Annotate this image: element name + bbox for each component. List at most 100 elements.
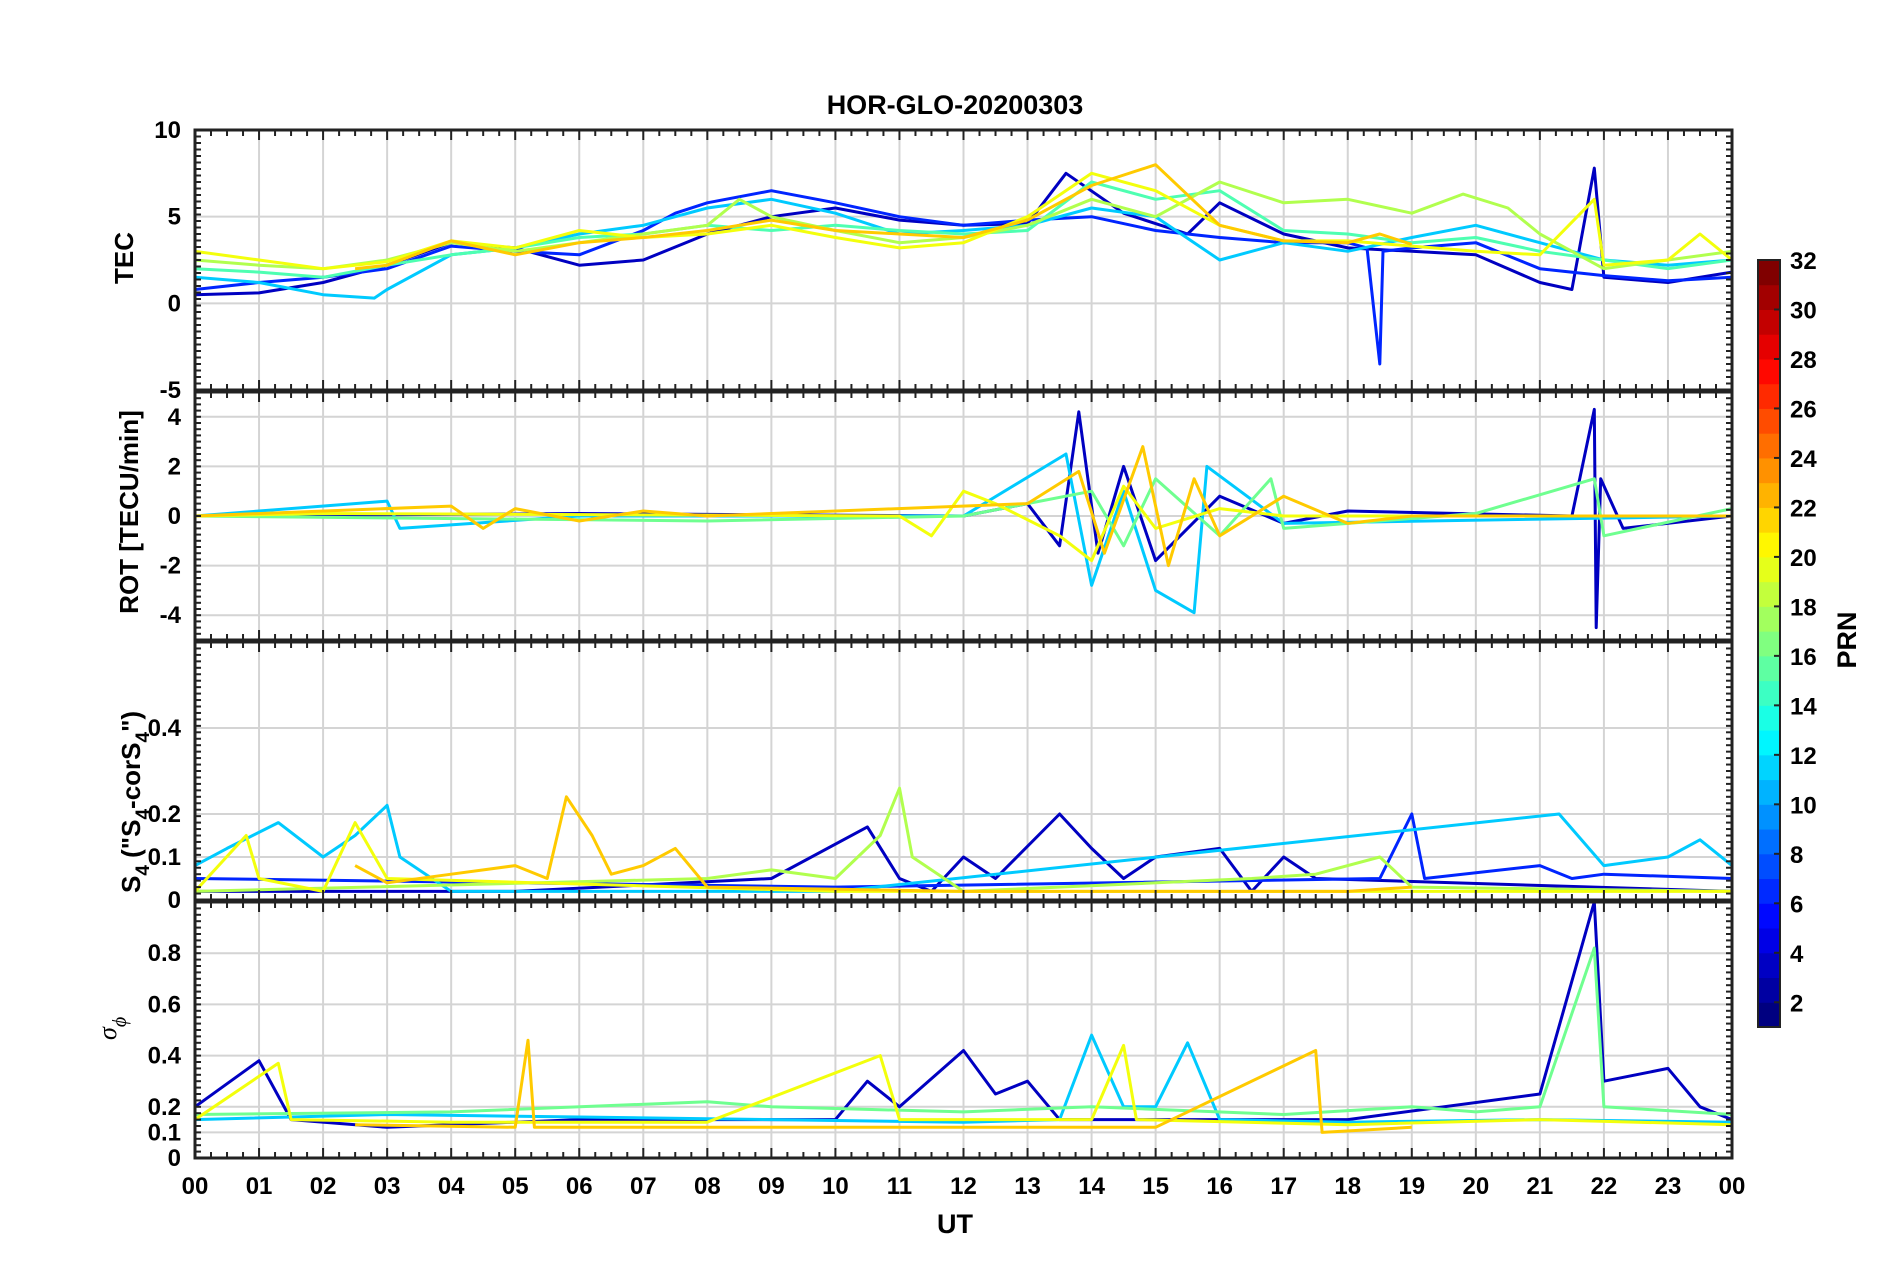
x-tick-label: 18 bbox=[1334, 1173, 1361, 1200]
colorbar-swatch bbox=[1758, 705, 1780, 731]
y-tick-label: 0.4 bbox=[148, 715, 182, 742]
series-tec-prn-20 bbox=[195, 171, 1732, 271]
series-s4-prn-18 bbox=[195, 786, 1732, 893]
x-tick-label: 08 bbox=[694, 1173, 721, 1200]
colorbar-swatch bbox=[1758, 655, 1780, 682]
colorbar-swatch bbox=[1758, 433, 1780, 459]
x-tick-label: 10 bbox=[822, 1173, 849, 1200]
colorbar-swatch bbox=[1758, 408, 1780, 434]
x-tick-label: 04 bbox=[438, 1173, 465, 1200]
y-tick-label: 10 bbox=[154, 117, 181, 144]
colorbar-swatch bbox=[1758, 556, 1780, 583]
colorbar-tick-label: 10 bbox=[1790, 792, 1817, 819]
panel-tec: 10 5 0 -5 bbox=[154, 117, 1734, 404]
chart-title: HOR-GLO-20200303 bbox=[827, 90, 1084, 120]
series-s4-prn-11 bbox=[195, 803, 1732, 893]
y-tick-label: 5 bbox=[168, 204, 181, 231]
colorbar-tick-label: 26 bbox=[1790, 396, 1817, 423]
ylabel-sigma-phi: σϕ bbox=[93, 1017, 131, 1040]
colorbar-swatch bbox=[1758, 631, 1780, 657]
y-tick-label: 0 bbox=[168, 290, 181, 317]
ylabel-rot: ROT [TECU/min] bbox=[114, 410, 144, 614]
y-tick-label: -5 bbox=[160, 377, 181, 404]
y-tick-label: 0 bbox=[168, 503, 181, 530]
x-tick-label: 12 bbox=[950, 1173, 977, 1200]
colorbar-swatch bbox=[1758, 779, 1780, 805]
colorbar-swatch bbox=[1758, 309, 1780, 335]
x-tick-label: 16 bbox=[1206, 1173, 1233, 1200]
colorbar-swatch bbox=[1758, 928, 1780, 954]
colorbar-swatch bbox=[1758, 804, 1780, 830]
x-tick-label: 00 bbox=[1719, 1173, 1746, 1200]
series-tec-prn-15 bbox=[195, 180, 1732, 279]
x-tick-label: 07 bbox=[630, 1173, 657, 1200]
x-tick-label: 06 bbox=[566, 1173, 593, 1200]
series-sigma_phi-prn-11 bbox=[195, 1033, 1732, 1124]
y-tick-label: 0.4 bbox=[148, 1043, 182, 1070]
colorbar-swatch bbox=[1758, 680, 1780, 706]
colorbar-swatch bbox=[1758, 878, 1780, 904]
colorbar-swatch bbox=[1758, 606, 1780, 632]
colorbar-tick-label: 14 bbox=[1790, 693, 1817, 720]
colorbar-swatch bbox=[1758, 482, 1780, 508]
series-sigma_phi-prn-22 bbox=[355, 1038, 1412, 1134]
colorbar-tick-label: 32 bbox=[1790, 248, 1817, 275]
y-tick-label: 0 bbox=[168, 1145, 181, 1172]
ylabel-tec: TEC bbox=[109, 232, 139, 284]
colorbar-swatch bbox=[1758, 581, 1780, 607]
series-s4-prn-22 bbox=[354, 795, 1412, 893]
x-tick-label: 03 bbox=[374, 1173, 401, 1200]
colorbar-tick-label: 20 bbox=[1790, 545, 1817, 572]
x-tick-label: 11 bbox=[887, 1173, 912, 1200]
xlabel: UT bbox=[937, 1209, 973, 1239]
x-tick-label: 02 bbox=[310, 1173, 337, 1200]
series-s4-prn-6 bbox=[195, 812, 1732, 889]
x-tick-label: 09 bbox=[758, 1173, 785, 1200]
y-tick-label: 0.1 bbox=[148, 844, 181, 871]
colorbar-swatch bbox=[1758, 358, 1780, 385]
x-tick-label: 20 bbox=[1462, 1173, 1489, 1200]
colorbar-swatch bbox=[1758, 284, 1780, 310]
colorbar-swatch bbox=[1758, 829, 1780, 855]
colorbar-swatch bbox=[1758, 507, 1780, 533]
x-tick-label: 05 bbox=[502, 1173, 529, 1200]
colorbar-tick-label: 6 bbox=[1790, 891, 1803, 918]
y-tick-label: -2 bbox=[160, 553, 181, 580]
y-tick-label: 2 bbox=[168, 453, 181, 480]
y-tick-label: 0 bbox=[168, 887, 181, 914]
colorbar-tick-label: 2 bbox=[1790, 990, 1803, 1017]
series-rot-prn-22 bbox=[195, 445, 1732, 568]
colorbar-tick-label: 18 bbox=[1790, 594, 1817, 621]
x-tick-label: 22 bbox=[1591, 1173, 1618, 1200]
y-tick-label: -4 bbox=[160, 602, 182, 629]
y-tick-label: 0.2 bbox=[148, 1094, 181, 1121]
series-sigma_phi-prn-20 bbox=[195, 1043, 1732, 1127]
series-rot-prn-20 bbox=[195, 484, 1732, 563]
x-tick-label: 01 bbox=[246, 1173, 273, 1200]
x-tick-label: 21 bbox=[1527, 1173, 1554, 1200]
colorbar-swatch bbox=[1758, 903, 1780, 929]
colorbar-swatch bbox=[1758, 260, 1780, 286]
colorbar-frame bbox=[1757, 259, 1781, 1028]
y-tick-label: 0.6 bbox=[148, 991, 181, 1018]
x-tick-label: 17 bbox=[1270, 1173, 1297, 1200]
panel-s4: 0.4 0.2 0.1 0 bbox=[148, 640, 1734, 914]
y-tick-label: 0.2 bbox=[148, 801, 181, 828]
y-tick-label: 0.8 bbox=[148, 940, 181, 967]
colorbar-swatch bbox=[1758, 952, 1780, 979]
colorbar-tick-label: 22 bbox=[1790, 495, 1817, 522]
colorbar-tick-label: 4 bbox=[1790, 941, 1804, 968]
colorbar-swatch bbox=[1758, 532, 1780, 558]
series-sigma_phi-prn-3 bbox=[195, 902, 1732, 1129]
colorbar-swatch bbox=[1758, 853, 1780, 880]
colorbar-swatch bbox=[1758, 383, 1780, 409]
x-tick-label: 19 bbox=[1398, 1173, 1425, 1200]
x-tick-label: 14 bbox=[1078, 1173, 1105, 1200]
colorbar-swatch bbox=[1758, 334, 1780, 360]
series-rot-prn-11 bbox=[195, 452, 1732, 615]
series-sigma_phi-prn-16 bbox=[195, 946, 1732, 1116]
colorbar-swatch bbox=[1758, 730, 1780, 756]
